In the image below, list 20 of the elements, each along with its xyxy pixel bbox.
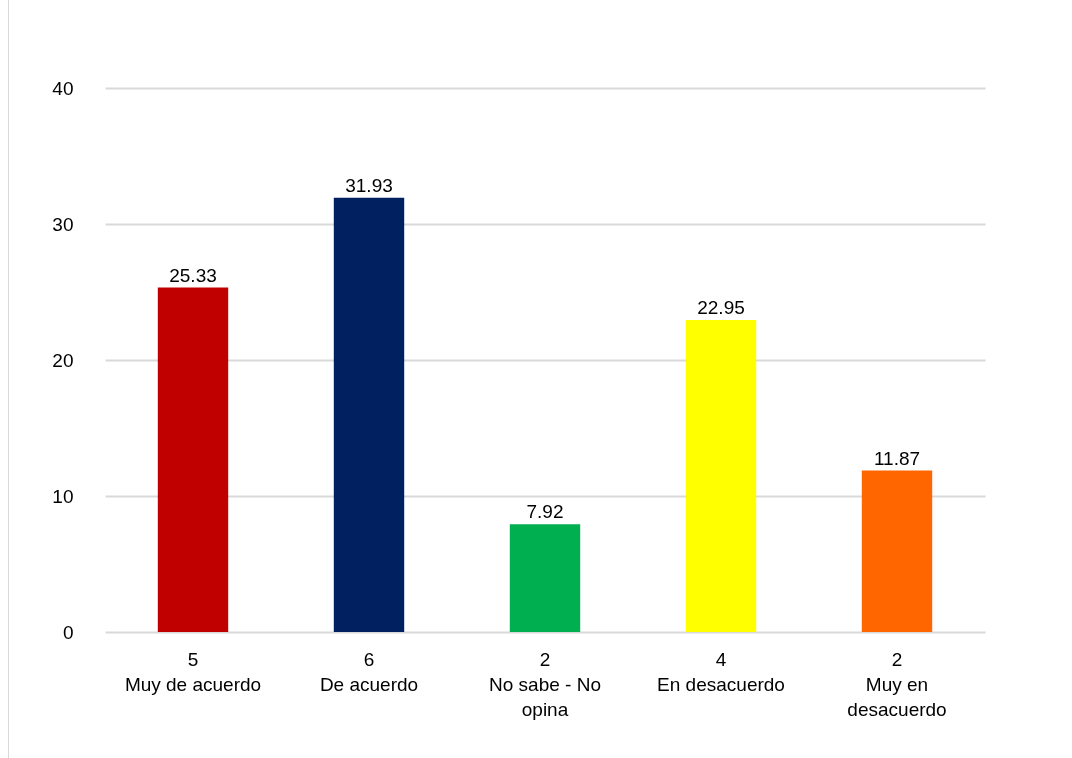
x-tick-label: 4 En desacuerdo (657, 648, 785, 695)
bar (509, 524, 581, 632)
data-label: 11.87 (873, 447, 921, 469)
y-tick-label: 30 (52, 213, 74, 235)
y-tick-label: 20 (52, 349, 74, 371)
bar (157, 287, 229, 632)
data-label: 31.93 (345, 174, 393, 196)
bar (685, 319, 757, 632)
bar (333, 197, 405, 632)
data-label: 7.92 (526, 501, 564, 523)
x-tick-label: 5 Muy de acuerdo (124, 648, 262, 695)
x-tick-label: 2 No sabe - No opina (489, 648, 601, 720)
data-label: 22.95 (697, 296, 745, 318)
data-label: 25.33 (169, 264, 217, 286)
y-tick-label: 0 (62, 621, 74, 643)
y-tick-label: 10 (52, 485, 74, 507)
x-tick-label: 6 De acuerdo (319, 648, 419, 695)
bar (861, 470, 933, 632)
y-tick-label: 40 (52, 77, 74, 99)
x-tick-label: 2 Muy en desacuerdo (847, 648, 947, 720)
